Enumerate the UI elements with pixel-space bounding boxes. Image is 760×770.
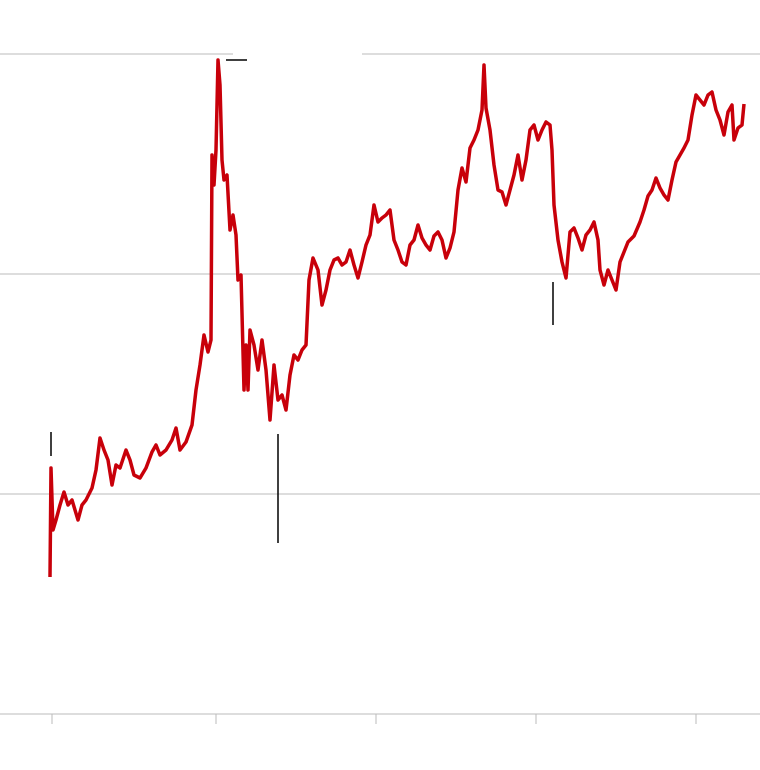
label-backdrop [233,50,362,60]
line [48,58,746,578]
plot [48,58,746,578]
annotation-markers [50,59,554,543]
grid [0,53,760,724]
